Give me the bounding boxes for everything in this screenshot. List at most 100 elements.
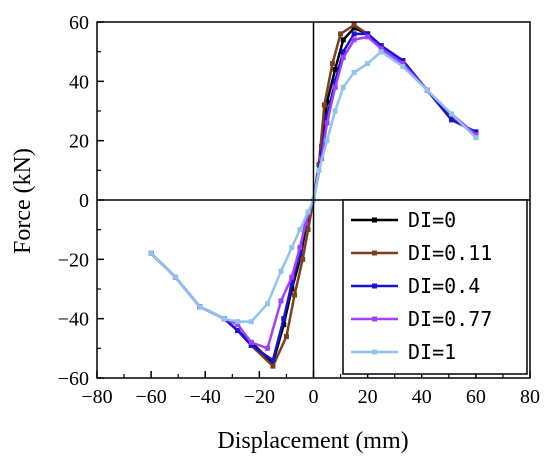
legend-label: DI=0 <box>408 208 456 232</box>
data-point <box>292 292 298 298</box>
data-point <box>378 46 384 52</box>
legend-swatch-marker <box>372 217 377 223</box>
x-tick-label: −80 <box>81 386 112 408</box>
data-point <box>329 61 335 67</box>
x-tick-label: 0 <box>309 386 319 408</box>
data-point <box>449 111 455 117</box>
data-point <box>278 298 284 304</box>
data-point <box>351 37 357 43</box>
data-point <box>365 31 371 37</box>
data-point <box>332 78 338 84</box>
data-point <box>302 221 308 227</box>
data-point <box>400 58 406 64</box>
data-point <box>400 64 406 69</box>
data-point <box>332 84 338 90</box>
legend-swatch-marker <box>372 349 377 355</box>
data-point <box>378 43 384 49</box>
data-point <box>297 227 303 233</box>
data-point <box>221 316 227 322</box>
data-point <box>235 328 241 334</box>
data-point <box>289 280 295 286</box>
y-tick-label: −20 <box>58 249 89 271</box>
data-point <box>324 120 330 126</box>
data-point <box>289 274 295 280</box>
data-point <box>473 135 479 141</box>
data-point <box>340 84 346 90</box>
legend-swatch-marker <box>372 283 377 289</box>
data-point <box>321 102 327 108</box>
data-point <box>351 22 357 28</box>
legend-label: DI=1 <box>408 340 456 364</box>
data-point <box>305 227 311 233</box>
y-tick-label: 60 <box>69 12 89 34</box>
data-point <box>473 132 479 138</box>
data-point <box>424 87 430 93</box>
data-point <box>289 286 295 292</box>
data-point <box>316 167 322 173</box>
data-point <box>235 322 241 328</box>
data-point <box>351 69 357 75</box>
data-point <box>340 49 346 55</box>
data-point <box>365 34 371 40</box>
x-tick-label: −60 <box>135 386 166 408</box>
data-point <box>248 342 254 348</box>
x-tick-label: −40 <box>190 386 221 408</box>
data-point <box>365 61 371 67</box>
data-point <box>351 31 357 37</box>
data-point <box>172 274 178 280</box>
data-point <box>305 209 311 215</box>
legend-label: DI=0.4 <box>408 274 480 298</box>
data-point <box>283 333 289 339</box>
data-point <box>264 301 270 307</box>
data-point <box>324 114 330 120</box>
data-point <box>264 345 270 351</box>
data-point <box>340 37 346 43</box>
data-point <box>297 244 303 250</box>
data-point <box>278 268 284 274</box>
y-tick-label: −60 <box>58 368 89 390</box>
data-point <box>281 316 287 322</box>
legend-swatch-marker <box>372 250 377 256</box>
x-axis-label: Displacement (mm) <box>217 428 408 454</box>
x-tick-label: 40 <box>412 386 432 408</box>
data-point <box>281 322 287 328</box>
x-tick-label: 20 <box>358 386 378 408</box>
y-tick-label: 40 <box>69 71 89 93</box>
data-point <box>449 117 455 123</box>
x-tick-label: −20 <box>244 386 275 408</box>
legend-label: DI=0.77 <box>408 307 492 331</box>
legend-label: DI=0.11 <box>408 241 492 265</box>
y-tick-label: −40 <box>58 309 89 331</box>
data-point <box>148 250 154 256</box>
x-tick-label: 60 <box>466 386 486 408</box>
data-point <box>289 244 295 250</box>
y-tick-label: 20 <box>69 131 89 153</box>
data-point <box>248 339 254 345</box>
data-point <box>351 25 357 31</box>
data-point <box>340 55 346 61</box>
data-point <box>332 108 338 114</box>
y-axis-label: Force (kN) <box>10 148 36 254</box>
data-point <box>473 129 479 135</box>
legend-swatch-marker <box>372 316 377 322</box>
data-point <box>197 304 203 310</box>
y-tick-label: 0 <box>79 190 89 212</box>
data-point <box>332 66 338 72</box>
data-point <box>248 319 254 325</box>
data-point <box>297 250 303 256</box>
data-point <box>235 319 241 325</box>
data-point <box>324 138 330 144</box>
data-point <box>270 363 276 369</box>
data-point <box>449 114 455 120</box>
data-point <box>338 31 344 37</box>
x-tick-label: 80 <box>520 386 540 408</box>
data-point <box>300 256 306 262</box>
data-point <box>324 99 330 105</box>
data-point <box>400 61 406 67</box>
data-point <box>270 357 276 363</box>
data-point <box>297 256 303 262</box>
data-point <box>378 49 384 55</box>
legend: DI=0 DI=0.11 DI=0.4 DI=0.77 DI=1 <box>342 199 528 375</box>
